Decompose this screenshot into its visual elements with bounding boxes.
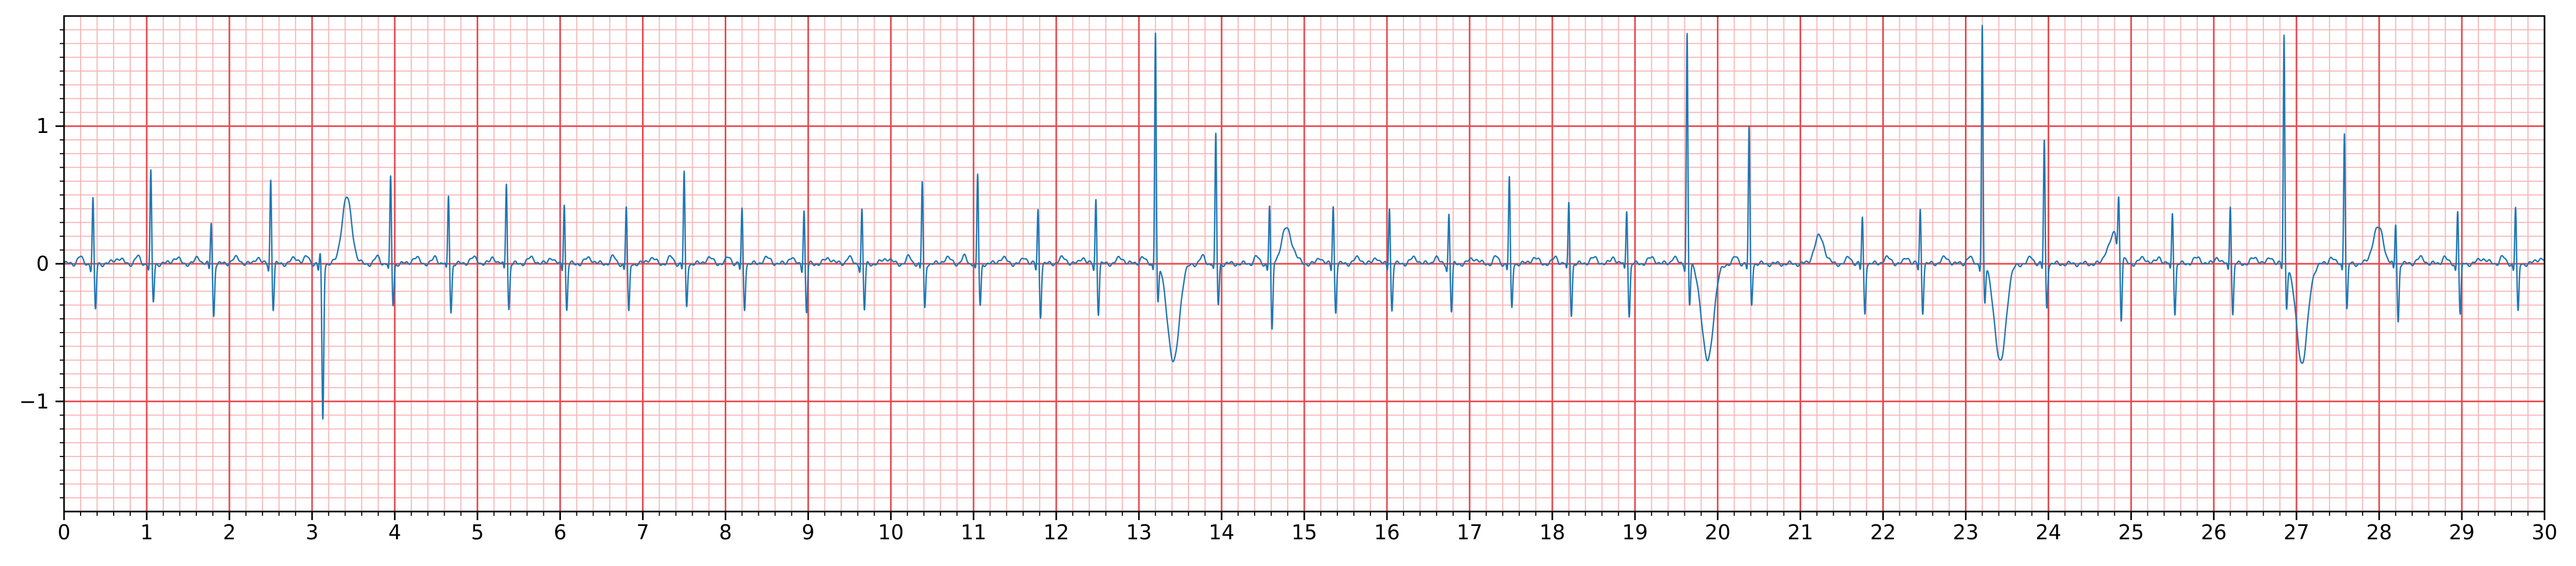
x-tick-label: 12 — [1043, 521, 1069, 544]
x-tick-label: 28 — [2366, 521, 2392, 544]
x-tick-label: 29 — [2449, 521, 2475, 544]
y-tick-label: 1 — [36, 114, 49, 138]
x-tick-label: 24 — [2035, 521, 2061, 544]
x-tick-label: 8 — [719, 521, 732, 544]
x-tick-label: 9 — [802, 521, 814, 544]
x-tick-label: 5 — [471, 521, 484, 544]
x-tick-label: 10 — [878, 521, 903, 544]
ecg-trace-group — [63, 25, 2545, 420]
x-tick-label: 11 — [961, 521, 986, 544]
x-tick-label: 26 — [2201, 521, 2226, 544]
x-tick-label: 18 — [1540, 521, 1565, 544]
x-tick-label: 4 — [389, 521, 401, 544]
ecg-trace-line — [63, 25, 2545, 420]
x-tick-label: 2 — [223, 521, 236, 544]
x-tick-label: 13 — [1126, 521, 1152, 544]
y-tick-label: −1 — [19, 390, 49, 413]
y-tick-label: 0 — [36, 252, 49, 276]
x-tick-label: 20 — [1705, 521, 1730, 544]
x-tick-label: 27 — [2284, 521, 2309, 544]
x-tick-label: 25 — [2118, 521, 2144, 544]
x-tick-label: 17 — [1457, 521, 1483, 544]
x-tick-label: 23 — [1953, 521, 1978, 544]
x-tick-label: 1 — [140, 521, 153, 544]
x-tick-label: 15 — [1291, 521, 1317, 544]
y-axis-ticks: −1 0 1 — [19, 29, 64, 499]
x-tick-label: 3 — [306, 521, 319, 544]
x-tick-label: 7 — [636, 521, 649, 544]
x-tick-label: 14 — [1209, 521, 1234, 544]
x-tick-label: 0 — [58, 521, 70, 544]
x-tick-label: 22 — [1870, 521, 1896, 544]
x-tick-label: 19 — [1622, 521, 1648, 544]
x-tick-label: 16 — [1374, 521, 1400, 544]
x-tick-label: 6 — [554, 521, 567, 544]
x-axis-ticks: 0 1 2 3 4 5 6 7 8 9 10 11 12 13 14 15 16 17 18 19 20 21 22 23 24… — [58, 512, 2557, 544]
x-tick-label: 21 — [1787, 521, 1813, 544]
x-tick-label: 30 — [2532, 521, 2557, 544]
